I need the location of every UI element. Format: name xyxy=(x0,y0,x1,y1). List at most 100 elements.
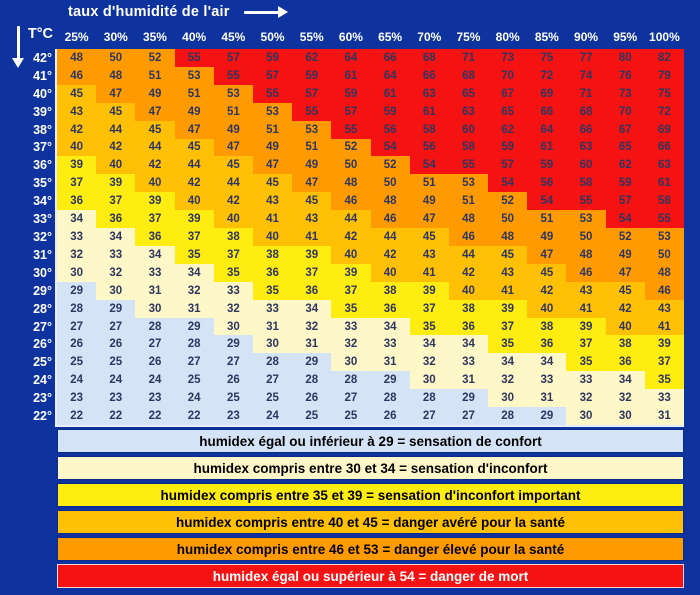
humidex-cell: 32 xyxy=(605,389,645,408)
humidex-cell: 76 xyxy=(605,66,645,85)
humidex-cell: 40 xyxy=(448,281,489,300)
humidex-cell: 44 xyxy=(448,245,489,264)
humidex-cell: 35 xyxy=(488,335,528,354)
humidex-cell: 42 xyxy=(370,245,410,264)
humidex-cell: 55 xyxy=(331,120,371,139)
column-header: 40% xyxy=(182,29,207,44)
humidex-cell: 29 xyxy=(292,353,332,372)
humidex-cell: 36 xyxy=(252,263,293,282)
humidex-cell: 68 xyxy=(448,66,489,85)
humidex-cell: 67 xyxy=(488,84,528,103)
humidex-cell: 53 xyxy=(252,102,293,121)
humidex-cell: 26 xyxy=(57,335,97,354)
humidex-cell: 30 xyxy=(135,299,175,318)
humidex-cell: 59 xyxy=(370,102,410,121)
humidex-cell: 45 xyxy=(527,263,567,282)
humidex-cell: 71 xyxy=(566,84,606,103)
humidex-cell: 29 xyxy=(174,317,214,336)
column-header: 65% xyxy=(378,29,403,44)
humidex-cell: 45 xyxy=(488,245,528,264)
humidex-cell: 44 xyxy=(135,138,175,157)
humidex-cell: 55 xyxy=(566,192,606,211)
humidex-cell: 40 xyxy=(57,138,97,157)
humidex-cell: 46 xyxy=(57,66,97,85)
humidex-cell: 26 xyxy=(370,407,410,425)
row-label: 36° xyxy=(33,158,52,173)
row-label: 26° xyxy=(33,337,52,352)
humidex-cell: 32 xyxy=(409,353,449,372)
humidex-cell: 28 xyxy=(57,299,97,318)
humidex-cell: 42 xyxy=(96,138,136,157)
humidex-cell: 31 xyxy=(448,371,489,390)
humidex-cell: 37 xyxy=(331,281,371,300)
column-header: 55% xyxy=(299,29,324,44)
humidex-cell: 68 xyxy=(409,49,449,67)
humidex-cell: 47 xyxy=(409,210,449,229)
row-label: 28° xyxy=(33,301,52,316)
humidex-cell: 47 xyxy=(605,263,645,282)
humidex-cell: 53 xyxy=(213,84,253,103)
humidex-cell: 38 xyxy=(252,245,293,264)
humidex-cell: 52 xyxy=(488,192,528,211)
humidex-cell: 50 xyxy=(644,245,684,264)
humidex-cell: 39 xyxy=(644,335,684,354)
humidex-cell: 43 xyxy=(488,263,528,282)
humidex-cell: 42 xyxy=(331,228,371,246)
humidex-cell: 37 xyxy=(57,174,97,193)
humidex-cell: 58 xyxy=(644,192,684,211)
humidex-cell: 39 xyxy=(174,210,214,229)
column-header: 35% xyxy=(142,29,167,44)
humidex-cell: 49 xyxy=(213,120,253,139)
humidex-cell: 28 xyxy=(135,317,175,336)
humidex-cell: 30 xyxy=(57,263,97,282)
row-label: 34° xyxy=(33,194,52,209)
humidex-cell: 22 xyxy=(57,407,97,425)
humidex-cell: 73 xyxy=(488,49,528,67)
humidex-cell: 37 xyxy=(213,245,253,264)
humidex-cell: 27 xyxy=(448,407,489,425)
humidex-cell: 39 xyxy=(292,245,332,264)
temperature-row-labels: 42° 41° 40° 39° 38° 37° 36° 35° 34° 33° 32° 31° 30° 2… xyxy=(0,49,52,425)
humidex-table: 48 50 52 55 57 59 62 64 66 68 71 73 75 77 80 82 46 48 51 53… xyxy=(55,49,684,427)
humidex-cell: 32 xyxy=(566,389,606,408)
humidex-cell: 33 xyxy=(566,371,606,390)
humidex-cell: 62 xyxy=(488,120,528,139)
humidex-cell: 36 xyxy=(448,317,489,336)
humidex-cell: 31 xyxy=(174,299,214,318)
humidex-cell: 75 xyxy=(644,84,684,103)
humidex-cell: 55 xyxy=(174,49,214,67)
humidex-cell: 59 xyxy=(605,174,645,193)
humidex-cell: 28 xyxy=(370,389,410,408)
humidex-cell: 79 xyxy=(644,66,684,85)
humidex-cell: 41 xyxy=(566,299,606,318)
humidex-cell: 60 xyxy=(566,156,606,175)
row-label: 31° xyxy=(33,247,52,262)
humidex-cell: 44 xyxy=(370,228,410,246)
humidex-cell: 43 xyxy=(644,299,684,318)
humidex-cell: 57 xyxy=(292,84,332,103)
humidex-cell: 30 xyxy=(331,353,371,372)
humidex-cell: 35 xyxy=(213,263,253,282)
humidex-cell: 23 xyxy=(57,389,97,408)
humidex-cell: 32 xyxy=(213,299,253,318)
row-label: 23° xyxy=(33,391,52,406)
legend-item: humidex égal ou supérieur à 54 = danger … xyxy=(57,564,684,588)
humidex-cell: 27 xyxy=(252,371,293,390)
humidex-cell: 34 xyxy=(174,263,214,282)
humidex-cell: 32 xyxy=(488,371,528,390)
humidex-cell: 34 xyxy=(370,317,410,336)
humidex-cell: 33 xyxy=(644,389,684,408)
humidex-cell: 39 xyxy=(566,317,606,336)
column-header: 70% xyxy=(417,29,442,44)
humidex-cell: 22 xyxy=(96,407,136,425)
humidex-cell: 44 xyxy=(174,156,214,175)
humidex-cell: 27 xyxy=(409,407,449,425)
humidex-cell: 61 xyxy=(409,102,449,121)
humidex-cell: 55 xyxy=(252,84,293,103)
column-header: 80% xyxy=(495,29,520,44)
humidex-cell: 52 xyxy=(331,138,371,157)
humidex-cell: 31 xyxy=(644,407,684,425)
humidex-cell: 66 xyxy=(566,120,606,139)
humidex-cell: 34 xyxy=(292,299,332,318)
humidex-cell: 50 xyxy=(370,174,410,193)
